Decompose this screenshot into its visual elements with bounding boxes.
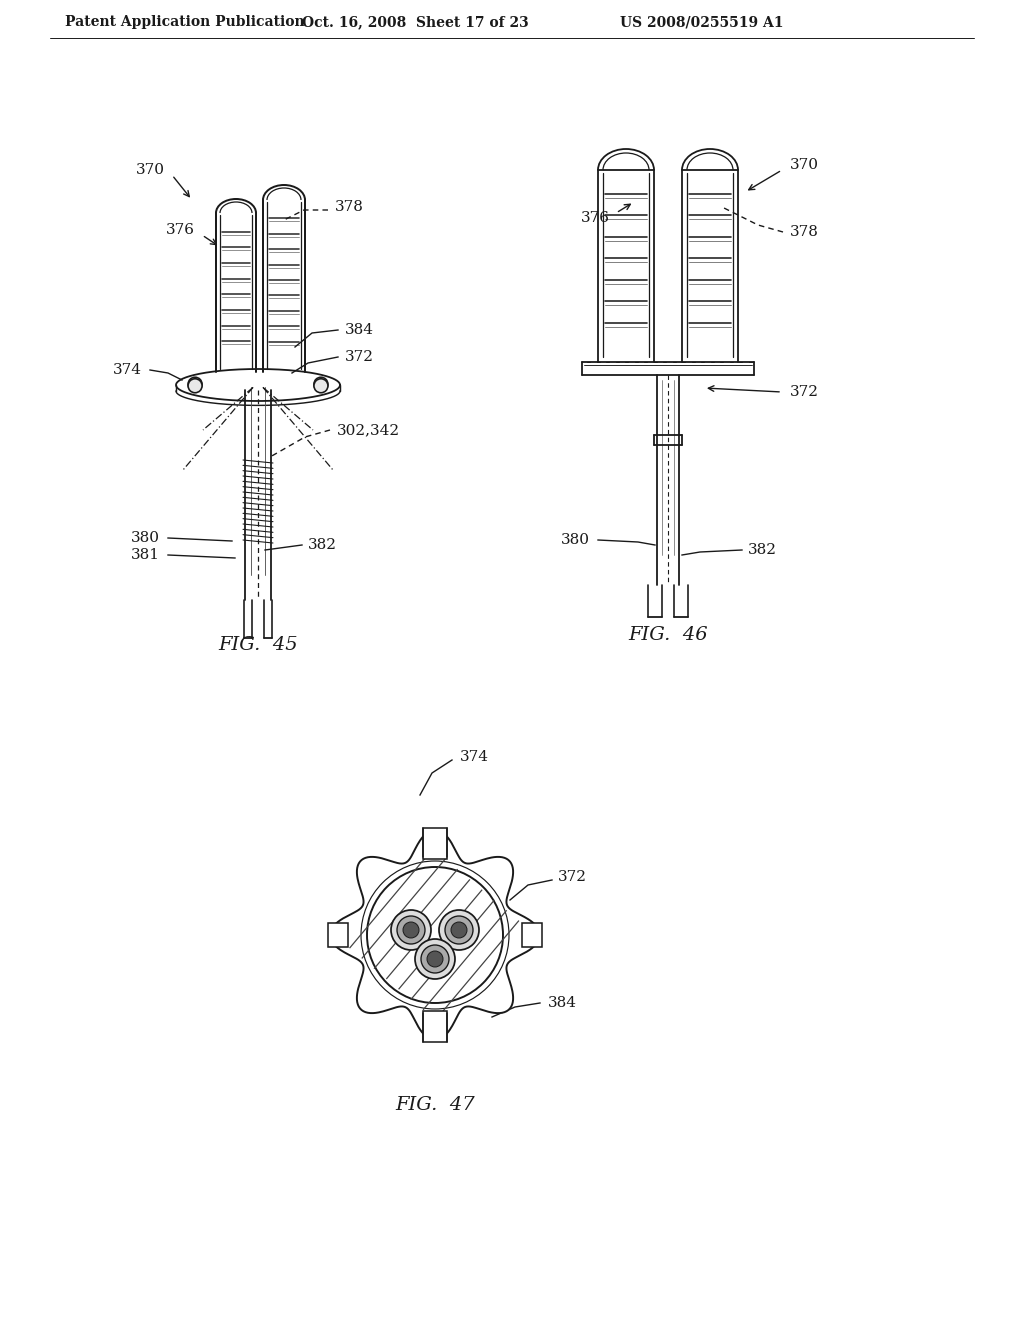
- Circle shape: [445, 916, 473, 944]
- Text: 374: 374: [113, 363, 142, 378]
- Text: 378: 378: [790, 224, 819, 239]
- Circle shape: [188, 378, 202, 391]
- Text: US 2008/0255519 A1: US 2008/0255519 A1: [620, 15, 783, 29]
- Text: 378: 378: [335, 201, 364, 214]
- Text: 384: 384: [345, 323, 374, 337]
- Circle shape: [415, 939, 455, 979]
- Circle shape: [188, 379, 202, 393]
- Text: 370: 370: [790, 158, 819, 172]
- Text: 372: 372: [790, 385, 819, 399]
- Text: FIG.  47: FIG. 47: [395, 1096, 475, 1114]
- Circle shape: [397, 916, 425, 944]
- Circle shape: [367, 867, 503, 1003]
- Text: 381: 381: [131, 548, 160, 562]
- Text: 302,342: 302,342: [337, 422, 400, 437]
- Text: 372: 372: [345, 350, 374, 364]
- Circle shape: [421, 945, 449, 973]
- Text: 384: 384: [548, 997, 577, 1010]
- Text: FIG.  45: FIG. 45: [218, 636, 298, 653]
- Circle shape: [314, 378, 328, 391]
- Circle shape: [427, 950, 443, 968]
- Bar: [423, 1011, 447, 1041]
- Circle shape: [314, 379, 328, 393]
- Text: FIG.  46: FIG. 46: [628, 626, 708, 644]
- Text: 370: 370: [136, 162, 165, 177]
- Text: Oct. 16, 2008  Sheet 17 of 23: Oct. 16, 2008 Sheet 17 of 23: [302, 15, 528, 29]
- Text: 382: 382: [748, 543, 777, 557]
- Circle shape: [403, 921, 419, 939]
- Text: Patent Application Publication: Patent Application Publication: [65, 15, 304, 29]
- Text: 376: 376: [166, 223, 195, 238]
- Polygon shape: [330, 830, 540, 1040]
- Text: 372: 372: [558, 870, 587, 884]
- Circle shape: [451, 921, 467, 939]
- Circle shape: [391, 909, 431, 950]
- Text: 376: 376: [581, 211, 610, 224]
- Text: 374: 374: [460, 750, 489, 764]
- Bar: [423, 828, 447, 859]
- Text: 380: 380: [131, 531, 160, 545]
- Bar: [522, 923, 542, 946]
- Text: 382: 382: [308, 539, 337, 552]
- Bar: [328, 923, 348, 946]
- Text: 380: 380: [561, 533, 590, 546]
- Circle shape: [439, 909, 479, 950]
